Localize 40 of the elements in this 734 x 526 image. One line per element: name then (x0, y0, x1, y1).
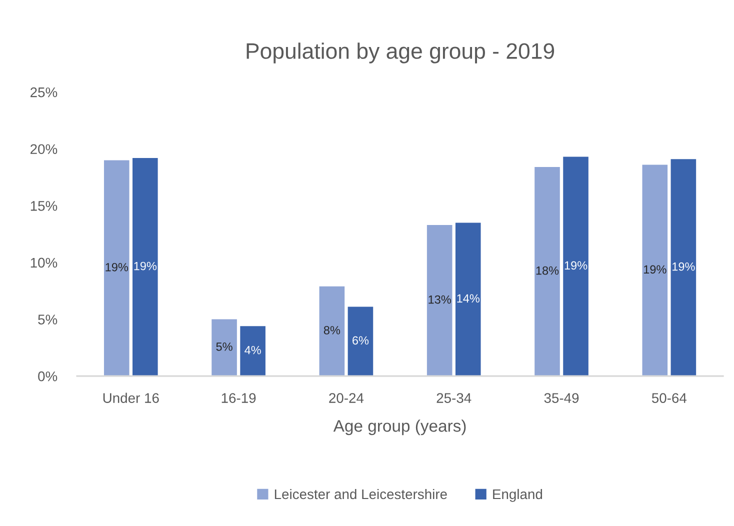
data-label: 19% (564, 261, 588, 270)
data-label: 19% (672, 262, 695, 271)
bar (670, 159, 696, 376)
x-tick-label: 16-19 (222, 393, 256, 403)
data-label: 13% (428, 295, 451, 304)
x-tick-label: Under 16 (103, 392, 159, 403)
bar (534, 167, 560, 376)
data-label: 5% (216, 342, 232, 351)
bar (426, 224, 452, 376)
data-label: 19% (106, 262, 128, 272)
bar (240, 326, 266, 376)
x-tick-label: 20-24 (329, 393, 364, 403)
legend-label: England (493, 488, 542, 502)
y-tick-label: 5% (38, 314, 58, 324)
x-axis-title: Age group (years) (333, 420, 466, 436)
bar (212, 319, 237, 376)
data-label: 19% (644, 265, 666, 274)
bar (563, 156, 588, 376)
data-label: 18% (536, 266, 559, 275)
bar (642, 164, 668, 376)
y-tick-label: 20% (30, 144, 58, 154)
bar (455, 222, 481, 376)
y-tick-label: 0% (38, 371, 58, 382)
legend-label: Leicester and Leicestershire (274, 488, 447, 500)
x-tick-label: 25-34 (436, 393, 472, 403)
x-tick-label: 35-49 (544, 393, 579, 403)
data-label: 19% (134, 262, 157, 270)
bar (132, 158, 158, 376)
data-label: 4% (244, 346, 261, 354)
y-tick-label: 10% (30, 258, 58, 268)
chart-title: Population by age group - 2019 (246, 42, 554, 64)
bar (319, 286, 345, 376)
bar (348, 306, 374, 376)
x-tick-label: 50-64 (652, 393, 687, 403)
data-label: 6% (352, 336, 369, 345)
data-label: 14% (457, 294, 480, 303)
y-tick-label: 25% (30, 87, 58, 98)
bar (104, 160, 130, 376)
y-tick-label: 15% (30, 201, 58, 211)
data-label: 8% (324, 326, 340, 334)
